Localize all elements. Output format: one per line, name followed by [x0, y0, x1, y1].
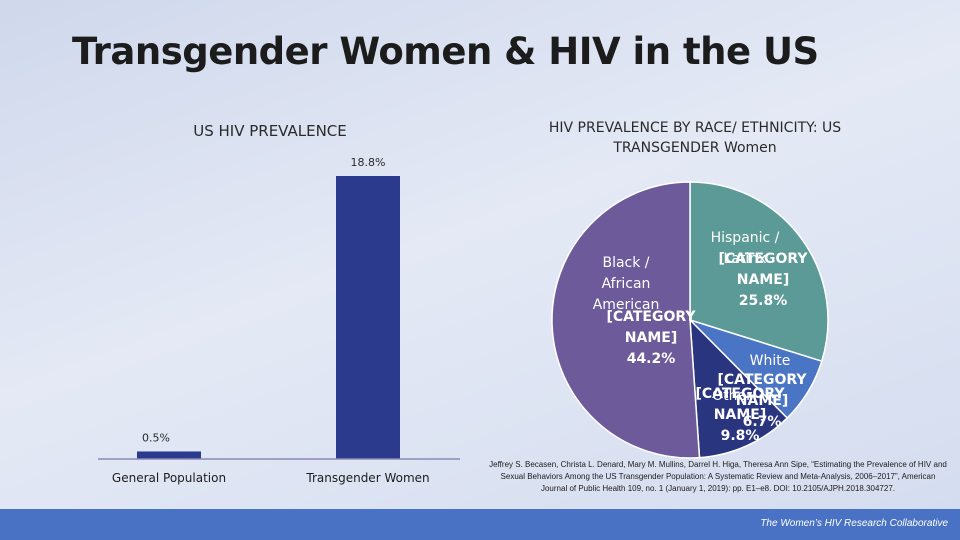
- bar-chart-title: US HIV PREVALENCE: [193, 122, 347, 140]
- pie-slice-value-label: [CATEGORY NAME] 25.8%: [718, 251, 808, 309]
- pie-chart-title: HIV PREVALENCE BY RACE/ ETHNICITY: US TR…: [548, 120, 842, 156]
- pie-slice-name-label: Black / African American: [593, 255, 660, 313]
- bar: [336, 176, 400, 459]
- footer-bar: The Women’s HIV Research Collaborative: [0, 509, 960, 540]
- bar-data-label: 18.8%: [351, 156, 386, 169]
- pie-slice: [551, 181, 701, 459]
- pie-slice-value-label: [CATEGORY NAME] 44.2%: [606, 309, 696, 367]
- pie-slice-value-label: [CATEGORY NAME] 9.8%: [695, 386, 785, 444]
- bar-chart: 0.5% General Population 18.8% Transgender W…: [98, 156, 460, 485]
- slide-title: Transgender Women & HIV in the US: [72, 30, 819, 73]
- footer-text: The Women’s HIV Research Collaborative: [760, 518, 948, 529]
- bar-data-label: 0.5%: [142, 431, 170, 444]
- bar-category-label: General Population: [112, 471, 226, 485]
- pie-slice-name-label: Hispanic / Latinx: [711, 230, 780, 267]
- pie-slice-name-label: White: [750, 353, 791, 369]
- pie-slice-name-label: Other: [712, 388, 752, 404]
- bar-category-label: Transgender Women: [305, 471, 429, 485]
- citation: Jeffrey S. Becasen, Christa L. Denard, M…: [489, 460, 947, 493]
- pie-slice-value-label: [CATEGORY NAME] 6.7%: [717, 372, 807, 430]
- bar: [137, 451, 201, 459]
- pie-slice: [689, 181, 829, 363]
- pie-slice: [689, 318, 789, 459]
